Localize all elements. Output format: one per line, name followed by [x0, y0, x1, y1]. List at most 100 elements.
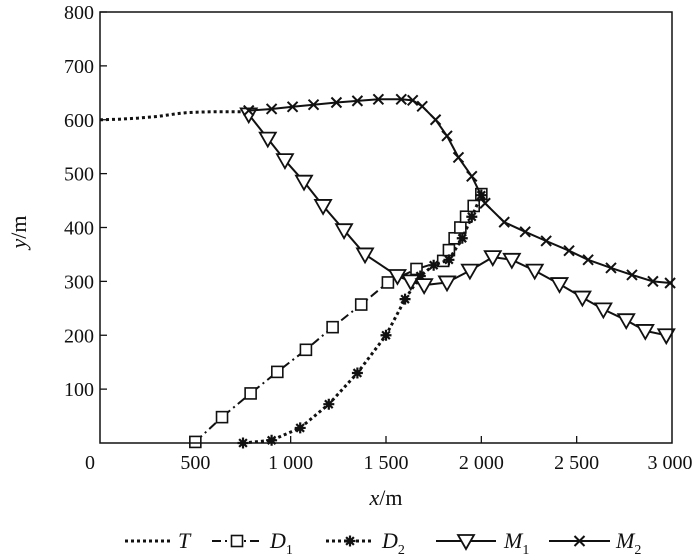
point-M2-marker — [466, 170, 478, 183]
point-D1-marker — [326, 320, 339, 334]
point-M1-marker — [355, 247, 375, 265]
point-M1-marker — [414, 278, 434, 295]
point-M1-marker — [437, 275, 457, 293]
point-M1-marker — [294, 174, 314, 192]
point-M2-marker — [395, 93, 407, 105]
series-line-M2 — [248, 98, 671, 284]
legend-entry-D1: D1 — [212, 528, 293, 558]
series-M2 — [243, 93, 676, 289]
point-M2-marker — [351, 95, 364, 107]
point-M2-marker — [519, 226, 531, 238]
y-tick-label: 800 — [64, 2, 94, 24]
legend-label-main: D — [381, 528, 398, 553]
legend-label: T — [178, 528, 192, 553]
point-M1-marker — [313, 199, 333, 216]
point-M2-marker — [582, 254, 594, 266]
x-tick-label: 500 — [180, 452, 210, 474]
legend-label-main: D — [269, 528, 286, 553]
x-tick-label: 1 500 — [364, 452, 409, 474]
point-M1-marker — [549, 277, 570, 294]
point-D1-marker — [244, 387, 257, 400]
point-M1-marker — [460, 263, 480, 281]
x-axis-variable: x — [369, 485, 380, 510]
x-tick-label: 2 500 — [554, 452, 599, 474]
legend-label-main: T — [178, 528, 192, 553]
point-M1-marker — [616, 313, 636, 330]
y-tick-label: 500 — [64, 164, 94, 186]
y-axis-title: y/m — [6, 216, 31, 251]
point-M2-marker — [406, 94, 419, 107]
point-M1-marker — [525, 263, 545, 281]
point-D1-marker — [299, 343, 313, 357]
point-M2-marker — [265, 103, 278, 115]
legend-label-subscript: 1 — [522, 543, 529, 558]
x-tick-label: 2 000 — [459, 452, 504, 474]
point-D2-marker — [266, 434, 278, 446]
point-M1-marker — [656, 328, 676, 346]
svg-text:y/m: y/m — [6, 216, 31, 251]
legend-label: D2 — [381, 528, 405, 558]
legend-label: D1 — [269, 528, 293, 558]
point-M2-marker — [647, 275, 659, 288]
x-tick-label: 0 — [85, 452, 95, 474]
point-M2-marker — [664, 277, 676, 289]
point-D2-marker — [466, 211, 478, 223]
legend-entry-M2: M2 — [549, 528, 641, 558]
point-M1-marker — [401, 274, 421, 292]
legend-label: M1 — [503, 528, 529, 558]
series-D1 — [189, 187, 488, 449]
legend-label: M2 — [615, 528, 641, 558]
series-line-D1 — [194, 193, 483, 443]
x-tick-label: 1 000 — [268, 452, 313, 474]
series-layer — [99, 93, 676, 449]
legend-D1-marker — [230, 534, 244, 548]
point-D1-marker — [271, 365, 284, 379]
legend-entry-D2: D2 — [326, 528, 405, 558]
legend: T D1 D2 M1 M2 — [125, 528, 641, 558]
point-M1-marker — [483, 250, 503, 267]
point-D2-marker — [443, 254, 455, 266]
legend-entry-T: T — [125, 528, 192, 553]
point-M2-marker — [307, 98, 320, 111]
x-axis-unit: /m — [379, 485, 402, 510]
point-M2-marker — [429, 114, 442, 126]
y-tick-label: 100 — [64, 379, 94, 401]
point-D2-marker — [456, 232, 468, 244]
legend-D2-marker — [344, 535, 356, 547]
point-D2-marker — [428, 259, 440, 271]
point-M2-marker — [286, 101, 299, 113]
point-M1-marker — [502, 252, 522, 270]
point-D2-marker — [414, 270, 426, 282]
point-M1-marker — [258, 131, 278, 149]
legend-label-subscript: 2 — [398, 543, 405, 558]
point-D1-marker — [189, 435, 202, 449]
y-axis-unit: /m — [6, 216, 31, 239]
point-M2-marker — [243, 104, 255, 117]
point-D2-marker — [380, 329, 392, 341]
plot-frame — [99, 11, 673, 444]
point-D1-marker — [381, 276, 395, 289]
x-tick-label: 3 000 — [648, 452, 693, 474]
series-T — [99, 110, 249, 122]
legend-entry-M1: M1 — [436, 528, 529, 558]
point-D1-marker — [215, 410, 229, 424]
series-D2 — [237, 189, 487, 449]
point-D2-marker — [323, 398, 335, 410]
point-M1-marker — [593, 302, 613, 320]
point-M2-marker — [479, 197, 491, 209]
point-M2-marker — [626, 269, 638, 281]
point-M2-marker — [441, 130, 453, 142]
point-D1-marker — [454, 221, 467, 234]
x-axis-ticks: 0 500 1 000 1 500 2 000 2 500 3 000 — [85, 436, 693, 474]
point-M2-marker — [498, 216, 510, 228]
y-tick-label: 700 — [64, 56, 94, 78]
point-M1-marker — [275, 153, 295, 170]
y-tick-label: 200 — [64, 325, 94, 347]
point-D1-marker — [354, 298, 368, 311]
legend-M2-marker — [573, 535, 586, 547]
point-M1-marker — [334, 223, 354, 241]
y-tick-label: 600 — [64, 110, 94, 132]
legend-label-subscript: 2 — [634, 543, 641, 558]
point-M2-marker — [540, 235, 552, 247]
point-M2-marker — [563, 244, 575, 257]
